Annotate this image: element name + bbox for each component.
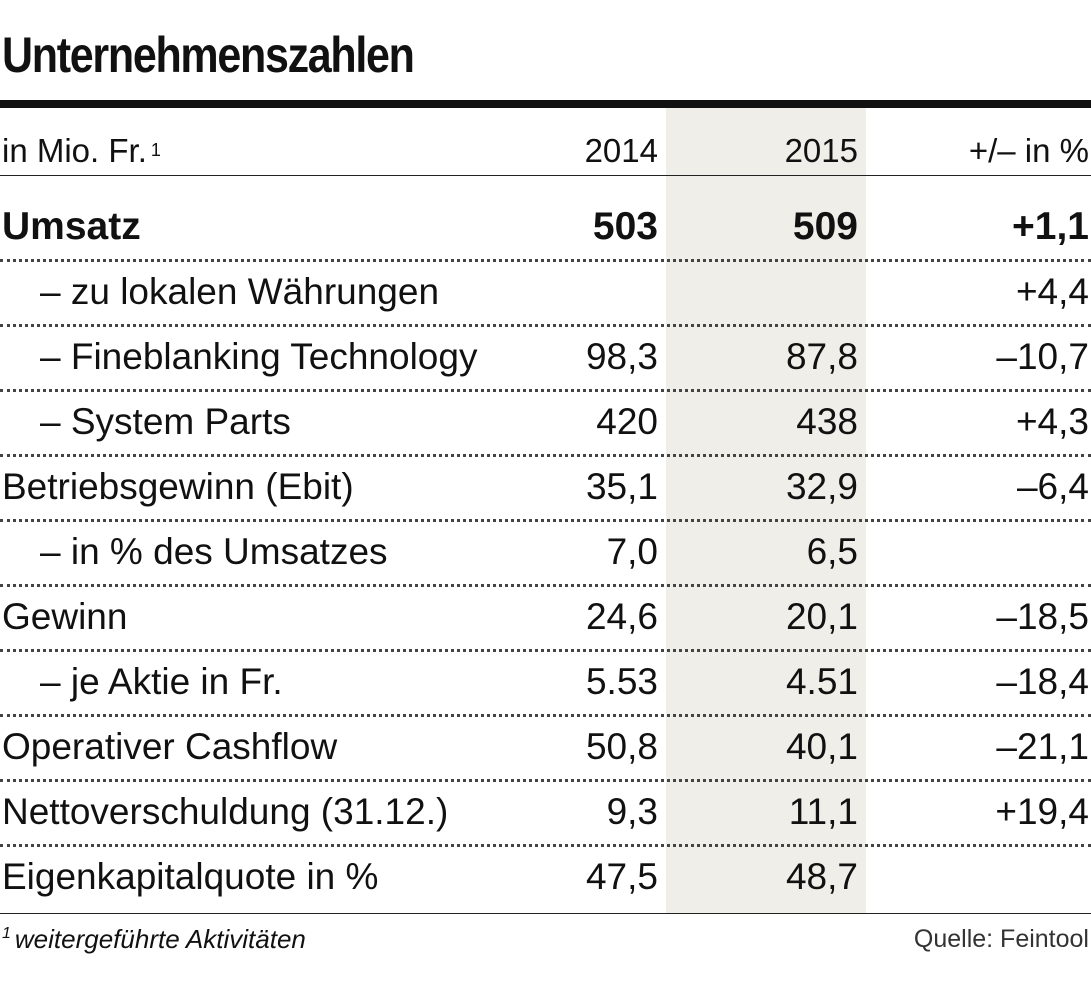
table-row: Gewinn 24,6 20,1 –18,5: [0, 584, 1091, 649]
value-change: –10,7: [996, 335, 1089, 377]
table-row: Betriebsgewinn (Ebit) 35,1 32,9 –6,4: [0, 454, 1091, 519]
row-separator: [0, 259, 1091, 262]
footnote-text: weitergeführte Aktivitäten: [14, 924, 306, 954]
table-bottom-rule: [0, 913, 1091, 914]
value-2014: 35,1: [585, 465, 658, 507]
table-row: Eigenkapitalquote in % 47,5 48,7: [0, 844, 1091, 909]
table-row: – je Aktie in Fr. 5.53 4.51 –18,4: [0, 649, 1091, 714]
value-2014: 420: [596, 400, 658, 442]
table-title: Unternehmenszahlen: [2, 27, 415, 83]
table-row: Nettoverschuldung (31.12.) 9,3 11,1 +19,…: [0, 779, 1091, 844]
table-row: – System Parts 420 438 +4,3: [0, 389, 1091, 454]
value-2015: 6,5: [806, 530, 858, 572]
value-2015: 11,1: [788, 790, 858, 832]
value-change: –21,1: [996, 725, 1089, 767]
row-separator: [0, 519, 1091, 522]
value-2014: 50,8: [585, 725, 658, 767]
table-row: Umsatz 503 509 +1,1: [0, 194, 1091, 259]
value-2015: 40,1: [785, 725, 858, 767]
footnote: 1 weitergeführte Aktivitäten: [2, 924, 306, 955]
unit-footnote-marker: 1: [150, 140, 161, 160]
row-separator: [0, 584, 1091, 587]
row-separator: [0, 649, 1091, 652]
row-separator: [0, 779, 1091, 782]
value-change: +19,4: [995, 790, 1089, 832]
value-2015: 4.51: [785, 660, 858, 702]
value-2014: 9,3: [606, 790, 658, 832]
row-separator: [0, 324, 1091, 327]
row-separator: [0, 454, 1091, 457]
value-change: –18,5: [996, 595, 1089, 637]
value-2014: 24,6: [585, 595, 658, 637]
unit-label: in Mio. Fr. 1: [2, 118, 161, 183]
value-2015: 32,9: [785, 465, 858, 507]
row-label: – System Parts: [40, 400, 291, 442]
value-2014: 7,0: [606, 530, 658, 572]
value-change: –6,4: [1016, 465, 1089, 507]
row-label: – zu lokalen Währungen: [40, 270, 440, 312]
value-2015: 438: [796, 400, 858, 442]
table-header-row: in Mio. Fr. 1 2014 2015 +/– in %: [0, 118, 1091, 183]
value-2015: 87,8: [785, 335, 858, 377]
row-label: Operativer Cashflow: [2, 725, 338, 767]
value-change: –18,4: [996, 660, 1089, 702]
table-row: – zu lokalen Währungen +4,4: [0, 259, 1091, 324]
value-2014: 503: [592, 204, 658, 248]
table-row: – Fineblanking Technology 98,3 87,8 –10,…: [0, 324, 1091, 389]
title-rule: [0, 100, 1091, 108]
row-label: – Fineblanking Technology: [40, 335, 478, 377]
value-change: +4,3: [1015, 400, 1089, 442]
value-2014: 47,5: [585, 855, 658, 897]
column-header-2014: 2014: [584, 131, 658, 169]
table-row: Operativer Cashflow 50,8 40,1 –21,1: [0, 714, 1091, 779]
value-2015: 48,7: [785, 855, 858, 897]
footnote-marker: 1: [2, 925, 11, 942]
header-separator: [0, 175, 1091, 176]
value-2014: 5.53: [585, 660, 658, 702]
row-label: Eigenkapitalquote in %: [2, 855, 379, 897]
row-label: – je Aktie in Fr.: [40, 660, 283, 702]
row-label: – in % des Umsatzes: [40, 530, 388, 572]
row-separator: [0, 714, 1091, 717]
column-header-change: +/– in %: [968, 131, 1089, 169]
row-separator: [0, 844, 1091, 847]
value-2014: 98,3: [585, 335, 658, 377]
source-credit: Quelle: Feintool: [913, 925, 1089, 953]
row-label: Betriebsgewinn (Ebit): [2, 465, 354, 507]
table-row: – in % des Umsatzes 7,0 6,5: [0, 519, 1091, 584]
row-label: Umsatz: [2, 204, 141, 248]
value-change: +4,4: [1015, 270, 1089, 312]
column-header-2015: 2015: [784, 131, 858, 169]
unit-text: in Mio. Fr.: [2, 131, 147, 169]
value-2015: 20,1: [785, 595, 858, 637]
row-label: Gewinn: [2, 595, 128, 637]
value-change: +1,1: [1012, 204, 1089, 248]
row-separator: [0, 389, 1091, 392]
value-2015: 509: [792, 204, 858, 248]
row-label: Nettoverschuldung (31.12.): [2, 790, 449, 832]
